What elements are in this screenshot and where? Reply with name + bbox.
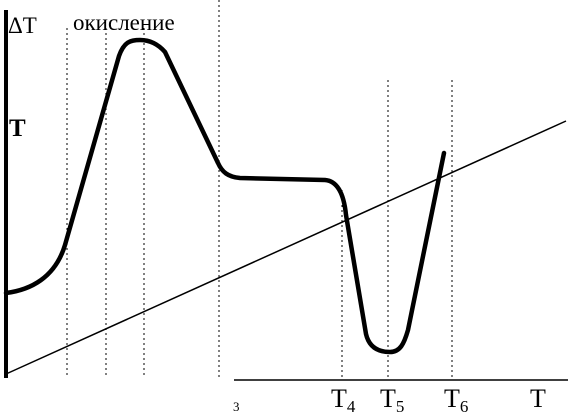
t6-base: T <box>444 384 460 413</box>
t6-subscript: 6 <box>460 397 469 415</box>
oxidation-label: окисление <box>73 10 175 35</box>
dta-curve <box>3 37 447 355</box>
t4-base: T <box>331 384 347 413</box>
t5-label: T5 <box>380 384 404 415</box>
temperature-line <box>5 120 567 375</box>
t5-subscript: 5 <box>396 397 405 415</box>
dotted-guides <box>66 0 453 378</box>
t4-label: T4 <box>331 384 356 415</box>
temperature-axis-label: T <box>530 384 546 413</box>
tick-3-label: 3 <box>233 399 240 414</box>
t6-label: T6 <box>444 384 468 415</box>
t4-subscript: 4 <box>347 397 356 415</box>
temperature-label-left: T <box>9 115 26 142</box>
delta-t-label: ΔT <box>8 13 37 38</box>
t5-base: T <box>380 384 396 413</box>
